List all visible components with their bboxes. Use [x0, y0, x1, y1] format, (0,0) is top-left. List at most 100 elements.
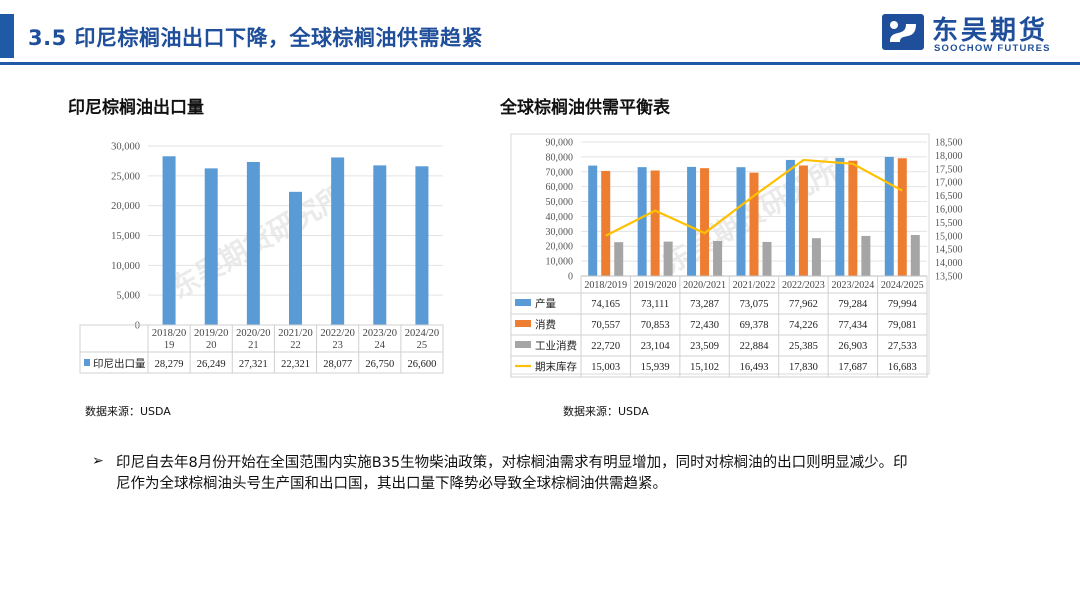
- x-tick-label: 2018/2019: [584, 280, 627, 291]
- y-tick-label: 0: [568, 272, 573, 283]
- bar: [910, 235, 920, 276]
- y-tick-label: 20,000: [546, 242, 574, 253]
- data-label: 26,600: [407, 359, 436, 370]
- x-tick-label: 2021/20: [278, 328, 312, 339]
- data-label: 70,557: [591, 320, 620, 331]
- legend-label: 印尼出口量: [93, 357, 146, 370]
- bar: [650, 170, 660, 276]
- x-tick-label: 2020/20: [236, 328, 270, 339]
- x-tick-label: 2021/2022: [733, 280, 776, 291]
- data-label: 23,509: [690, 341, 719, 352]
- page-title: 3.5 印尼棕榈油出口下降，全球棕榈油供需趋紧: [28, 26, 484, 50]
- bar: [162, 156, 176, 325]
- right-chart-title: 全球棕榈油供需平衡表: [500, 98, 670, 118]
- bar: [614, 242, 624, 276]
- bar: [663, 241, 673, 276]
- y-tick-label: 20,000: [111, 201, 140, 212]
- data-label: 28,279: [155, 359, 184, 370]
- bar: [884, 156, 894, 276]
- x-tick-label: 24: [375, 340, 386, 351]
- bar: [861, 235, 871, 276]
- data-label: 17,687: [838, 362, 867, 373]
- legend-swatch: [515, 320, 531, 327]
- data-label: 77,962: [789, 299, 818, 310]
- data-label: 22,884: [740, 341, 770, 352]
- x-tick-label: 21: [248, 340, 259, 351]
- y-tick-label: 5,000: [116, 291, 140, 302]
- company-logo: 东吴期货 SOOCHOW FUTURES: [880, 10, 1070, 56]
- y2-tick-label: 14,000: [935, 258, 963, 269]
- global-balance-chart: 东吴期货研究所010,00020,00030,00040,00050,00060…: [510, 133, 963, 378]
- data-label: 74,165: [591, 299, 620, 310]
- header-divider: [0, 62, 1080, 65]
- data-label: 22,321: [281, 359, 310, 370]
- data-label: 28,077: [323, 359, 352, 370]
- data-label: 15,003: [591, 362, 620, 373]
- y-tick-label: 10,000: [546, 257, 574, 268]
- left-chart-source: 数据来源：USDA: [85, 405, 171, 418]
- y-tick-label: 60,000: [546, 182, 574, 193]
- bar: [762, 241, 772, 276]
- x-tick-label: 2024/20: [405, 328, 439, 339]
- bar: [637, 167, 647, 276]
- data-label: 26,903: [838, 341, 867, 352]
- x-tick-label: 2023/20: [363, 328, 397, 339]
- legend-label: 产量: [535, 297, 556, 310]
- y-tick-label: 10,000: [111, 261, 140, 272]
- bar: [798, 165, 808, 276]
- bar: [204, 168, 218, 325]
- x-tick-label: 2023/2024: [831, 280, 874, 291]
- legend-swatch: [84, 359, 90, 366]
- data-label: 17,830: [789, 362, 818, 373]
- data-label: 69,378: [740, 320, 769, 331]
- right-chart-source: 数据来源：USDA: [563, 405, 649, 418]
- x-tick-label: 23: [332, 340, 343, 351]
- data-label: 72,430: [690, 320, 719, 331]
- bar: [246, 161, 260, 325]
- bar: [713, 240, 723, 276]
- data-label: 15,939: [641, 362, 670, 373]
- x-tick-label: 2019/2020: [634, 280, 677, 291]
- data-label: 27,533: [888, 341, 917, 352]
- header-accent-bar: [0, 14, 14, 58]
- y-tick-label: 70,000: [546, 167, 574, 178]
- legend-label: 期末库存: [535, 360, 577, 373]
- data-label: 79,994: [888, 299, 918, 310]
- x-tick-label: 2019/20: [194, 328, 228, 339]
- bar: [588, 165, 598, 276]
- y-tick-label: 30,000: [546, 227, 574, 238]
- data-label: 15,102: [690, 362, 719, 373]
- y2-tick-label: 15,500: [935, 218, 963, 229]
- chart-frame: [510, 133, 930, 375]
- y2-tick-label: 14,500: [935, 245, 963, 256]
- bar: [785, 159, 795, 276]
- y2-tick-label: 18,000: [935, 151, 963, 162]
- legend-swatch: [515, 299, 531, 306]
- bar: [700, 168, 710, 276]
- y2-tick-label: 18,500: [935, 138, 963, 149]
- data-label: 25,385: [789, 341, 818, 352]
- data-label: 16,683: [888, 362, 917, 373]
- x-tick-label: 2022/2023: [782, 280, 825, 291]
- x-tick-label: 22: [290, 340, 301, 351]
- y-tick-label: 15,000: [111, 231, 140, 242]
- bar: [897, 158, 907, 276]
- y-tick-label: 50,000: [546, 197, 574, 208]
- data-label: 70,853: [641, 320, 670, 331]
- indonesia-export-chart: 东吴期货研究所05,00010,00015,00020,00025,00030,…: [79, 142, 444, 374]
- y2-tick-label: 15,000: [935, 231, 963, 242]
- y-tick-label: 80,000: [546, 152, 574, 163]
- data-label: 73,287: [690, 299, 719, 310]
- data-label: 22,720: [591, 341, 620, 352]
- data-label: 26,249: [197, 359, 226, 370]
- x-tick-label: 25: [417, 340, 428, 351]
- commentary-text: 印尼自去年8月份开始在全国范围内实施B35生物柴油政策，对棕榈油需求有明显增加，…: [116, 455, 908, 492]
- data-label: 79,284: [838, 299, 868, 310]
- data-label: 27,321: [239, 359, 268, 370]
- y2-tick-label: 17,000: [935, 178, 963, 189]
- x-tick-label: 2024/2025: [881, 280, 924, 291]
- y2-tick-label: 13,500: [935, 272, 963, 283]
- y-tick-label: 40,000: [546, 212, 574, 223]
- data-label: 74,226: [789, 320, 818, 331]
- bar: [289, 191, 302, 325]
